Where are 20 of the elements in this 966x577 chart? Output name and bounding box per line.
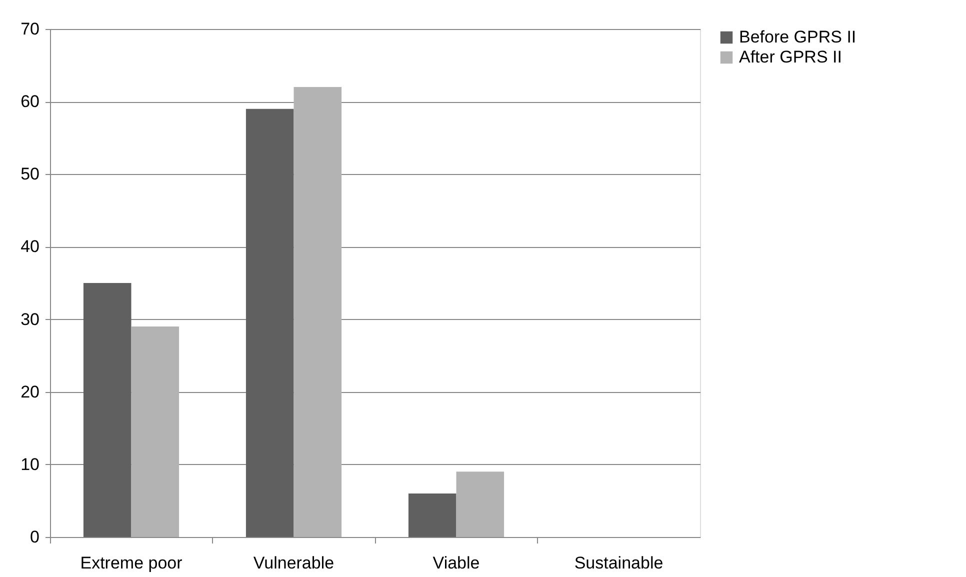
x-tick-label: Viable	[432, 554, 480, 572]
x-tick-label: Extreme poor	[80, 554, 183, 572]
bar	[294, 87, 342, 537]
bar	[131, 326, 180, 537]
y-tick-label: 40	[20, 237, 40, 256]
legend-label: After GPRS II	[739, 48, 842, 66]
bar	[246, 108, 294, 537]
y-tick-label: 20	[20, 382, 40, 402]
y-tick-label: 30	[20, 310, 40, 329]
bar	[456, 472, 504, 537]
y-tick-label: 50	[20, 164, 40, 184]
legend-label: Before GPRS II	[739, 28, 856, 46]
y-tick-label: 70	[20, 20, 40, 38]
bar	[408, 493, 456, 537]
x-tick-label: Sustainable	[574, 554, 664, 572]
x-tick-label: Vulnerable	[253, 554, 334, 572]
bar	[83, 283, 132, 537]
y-tick-label: 0	[30, 528, 40, 546]
y-tick-label: 10	[20, 454, 40, 474]
y-tick-label: 60	[20, 92, 40, 112]
